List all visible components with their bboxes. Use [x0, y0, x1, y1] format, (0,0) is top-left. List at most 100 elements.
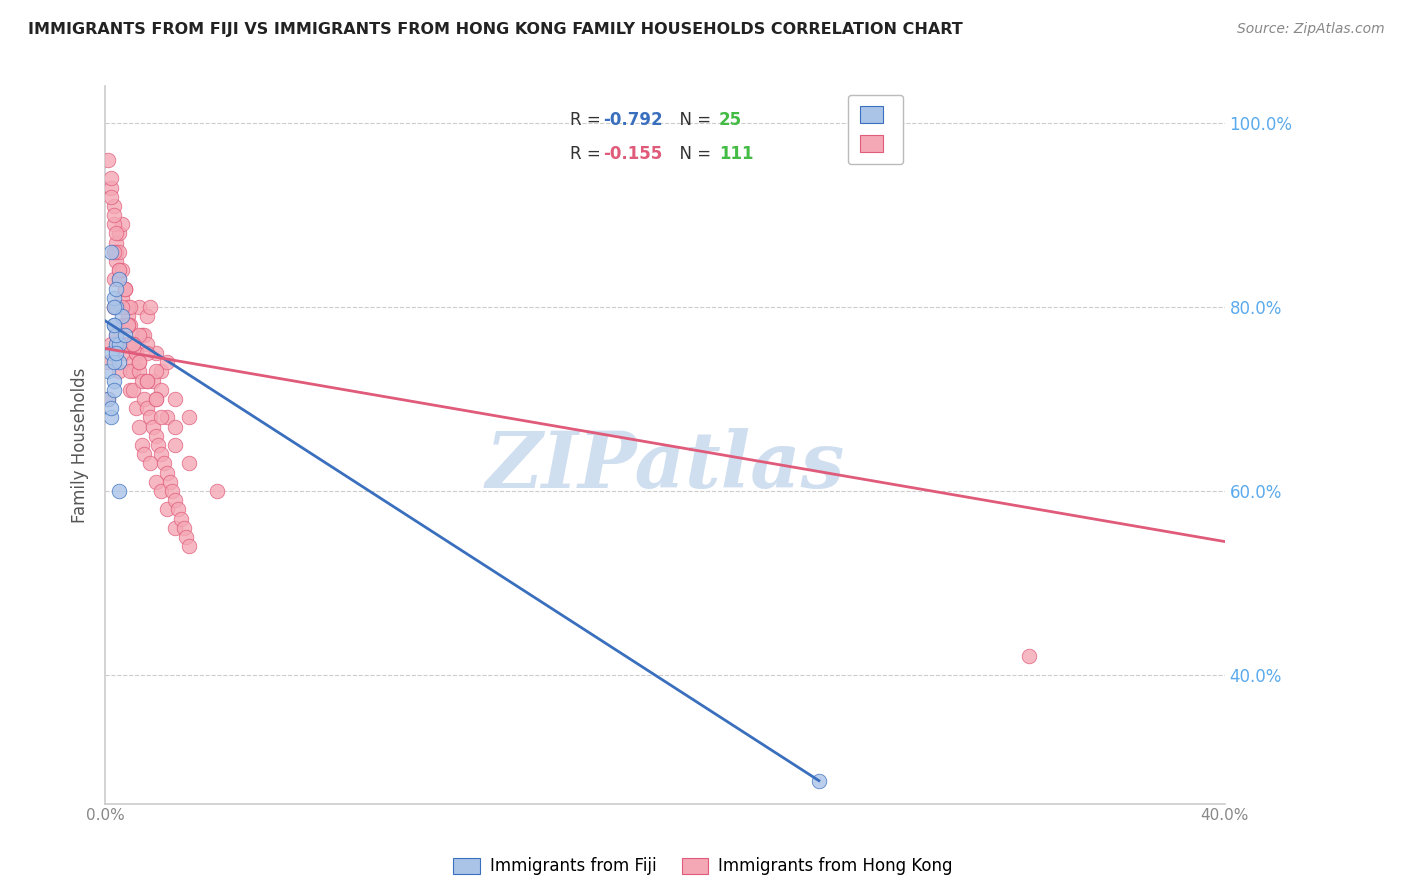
- Point: [165, 438, 187, 452]
- Point: [165, 419, 187, 434]
- Point: [114, 282, 136, 296]
- Point: [150, 410, 173, 425]
- Point: [125, 401, 148, 416]
- Point: [105, 235, 128, 250]
- Point: [122, 364, 145, 378]
- Text: N =: N =: [669, 145, 717, 163]
- Point: [145, 392, 167, 406]
- Point: [165, 392, 187, 406]
- Legend: Immigrants from Fiji, Immigrants from Hong Kong: Immigrants from Fiji, Immigrants from Ho…: [444, 849, 962, 884]
- Point: [156, 466, 179, 480]
- Point: [145, 429, 167, 443]
- Point: [100, 336, 122, 351]
- Point: [103, 374, 125, 388]
- Point: [1018, 649, 1040, 664]
- Point: [136, 374, 159, 388]
- Point: [105, 336, 128, 351]
- Point: [103, 318, 125, 333]
- Point: [108, 227, 131, 241]
- Legend: , : ,: [848, 95, 903, 164]
- Point: [125, 346, 148, 360]
- Point: [176, 530, 198, 544]
- Point: [122, 383, 145, 397]
- Point: [150, 447, 173, 461]
- Point: [97, 355, 120, 369]
- Point: [103, 217, 125, 231]
- Point: [153, 456, 176, 470]
- Point: [156, 355, 179, 369]
- Point: [111, 310, 134, 324]
- Point: [100, 171, 122, 186]
- Point: [145, 475, 167, 489]
- Point: [108, 336, 131, 351]
- Point: [167, 502, 190, 516]
- Point: [100, 346, 122, 360]
- Point: [128, 327, 150, 342]
- Point: [114, 282, 136, 296]
- Point: [103, 291, 125, 305]
- Point: [105, 254, 128, 268]
- Point: [105, 244, 128, 259]
- Point: [117, 336, 139, 351]
- Text: Source: ZipAtlas.com: Source: ZipAtlas.com: [1237, 22, 1385, 37]
- Point: [105, 327, 128, 342]
- Point: [114, 318, 136, 333]
- Y-axis label: Family Households: Family Households: [72, 368, 89, 523]
- Point: [139, 410, 162, 425]
- Point: [111, 217, 134, 231]
- Point: [205, 483, 228, 498]
- Point: [136, 336, 159, 351]
- Point: [807, 773, 830, 788]
- Point: [114, 282, 136, 296]
- Point: [165, 493, 187, 508]
- Point: [156, 410, 179, 425]
- Point: [103, 300, 125, 314]
- Point: [108, 272, 131, 286]
- Point: [179, 456, 201, 470]
- Point: [128, 300, 150, 314]
- Point: [103, 199, 125, 213]
- Point: [100, 190, 122, 204]
- Point: [108, 483, 131, 498]
- Point: [128, 355, 150, 369]
- Point: [105, 282, 128, 296]
- Point: [103, 208, 125, 222]
- Text: N =: N =: [669, 112, 717, 129]
- Point: [97, 364, 120, 378]
- Point: [179, 539, 201, 553]
- Text: ZIPatlas: ZIPatlas: [485, 428, 845, 505]
- Point: [122, 336, 145, 351]
- Point: [179, 410, 201, 425]
- Point: [131, 374, 153, 388]
- Point: [165, 521, 187, 535]
- Point: [120, 364, 142, 378]
- Point: [120, 300, 142, 314]
- Point: [134, 392, 156, 406]
- Point: [134, 447, 156, 461]
- Point: [117, 318, 139, 333]
- Point: [117, 310, 139, 324]
- Point: [97, 392, 120, 406]
- Point: [150, 483, 173, 498]
- Point: [103, 355, 125, 369]
- Point: [136, 310, 159, 324]
- Point: [103, 300, 125, 314]
- Point: [114, 346, 136, 360]
- Point: [108, 272, 131, 286]
- Point: [108, 355, 131, 369]
- Point: [136, 374, 159, 388]
- Point: [108, 364, 131, 378]
- Point: [105, 346, 128, 360]
- Point: [100, 401, 122, 416]
- Point: [173, 521, 195, 535]
- Point: [122, 336, 145, 351]
- Point: [142, 374, 165, 388]
- Text: R =: R =: [569, 112, 606, 129]
- Point: [103, 244, 125, 259]
- Point: [170, 511, 193, 525]
- Point: [117, 318, 139, 333]
- Point: [100, 244, 122, 259]
- Point: [162, 483, 184, 498]
- Point: [100, 180, 122, 194]
- Point: [145, 346, 167, 360]
